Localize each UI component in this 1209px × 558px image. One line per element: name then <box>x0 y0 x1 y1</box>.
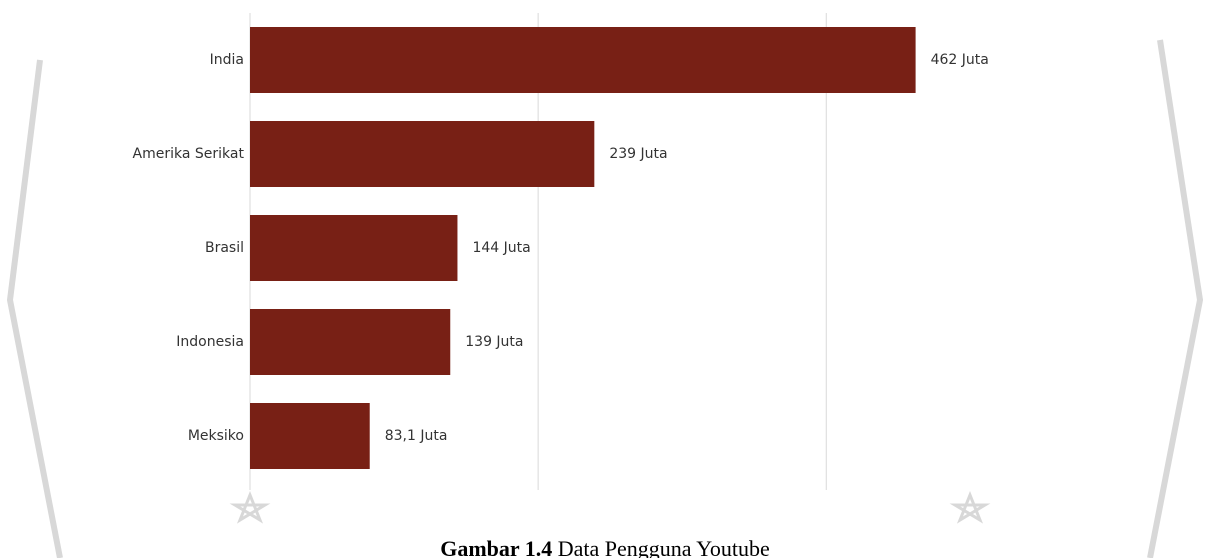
data-label: 462 Juta <box>931 52 989 68</box>
y-tick-label: Meksiko <box>188 428 244 444</box>
watermark <box>6 39 1204 558</box>
caption: Gambar 1.4 Data Pengguna Youtube <box>440 536 770 558</box>
bar <box>250 403 370 469</box>
data-label: 83,1 Juta <box>385 428 448 444</box>
caption-text: Data Pengguna Youtube <box>558 536 770 558</box>
data-label: 144 Juta <box>472 240 530 256</box>
bar <box>250 309 451 375</box>
y-tick-label: Brasil <box>205 240 244 256</box>
y-tick-label: Amerika Serikat <box>133 146 245 162</box>
y-tick-label: India <box>210 52 244 68</box>
bar <box>250 215 458 281</box>
data-label: 239 Juta <box>609 146 667 162</box>
y-tick-label: Indonesia <box>176 334 244 350</box>
bar <box>250 27 916 93</box>
caption-label: Gambar 1.4 <box>440 536 552 558</box>
bar <box>250 121 595 187</box>
data-label: 139 Juta <box>465 334 523 350</box>
